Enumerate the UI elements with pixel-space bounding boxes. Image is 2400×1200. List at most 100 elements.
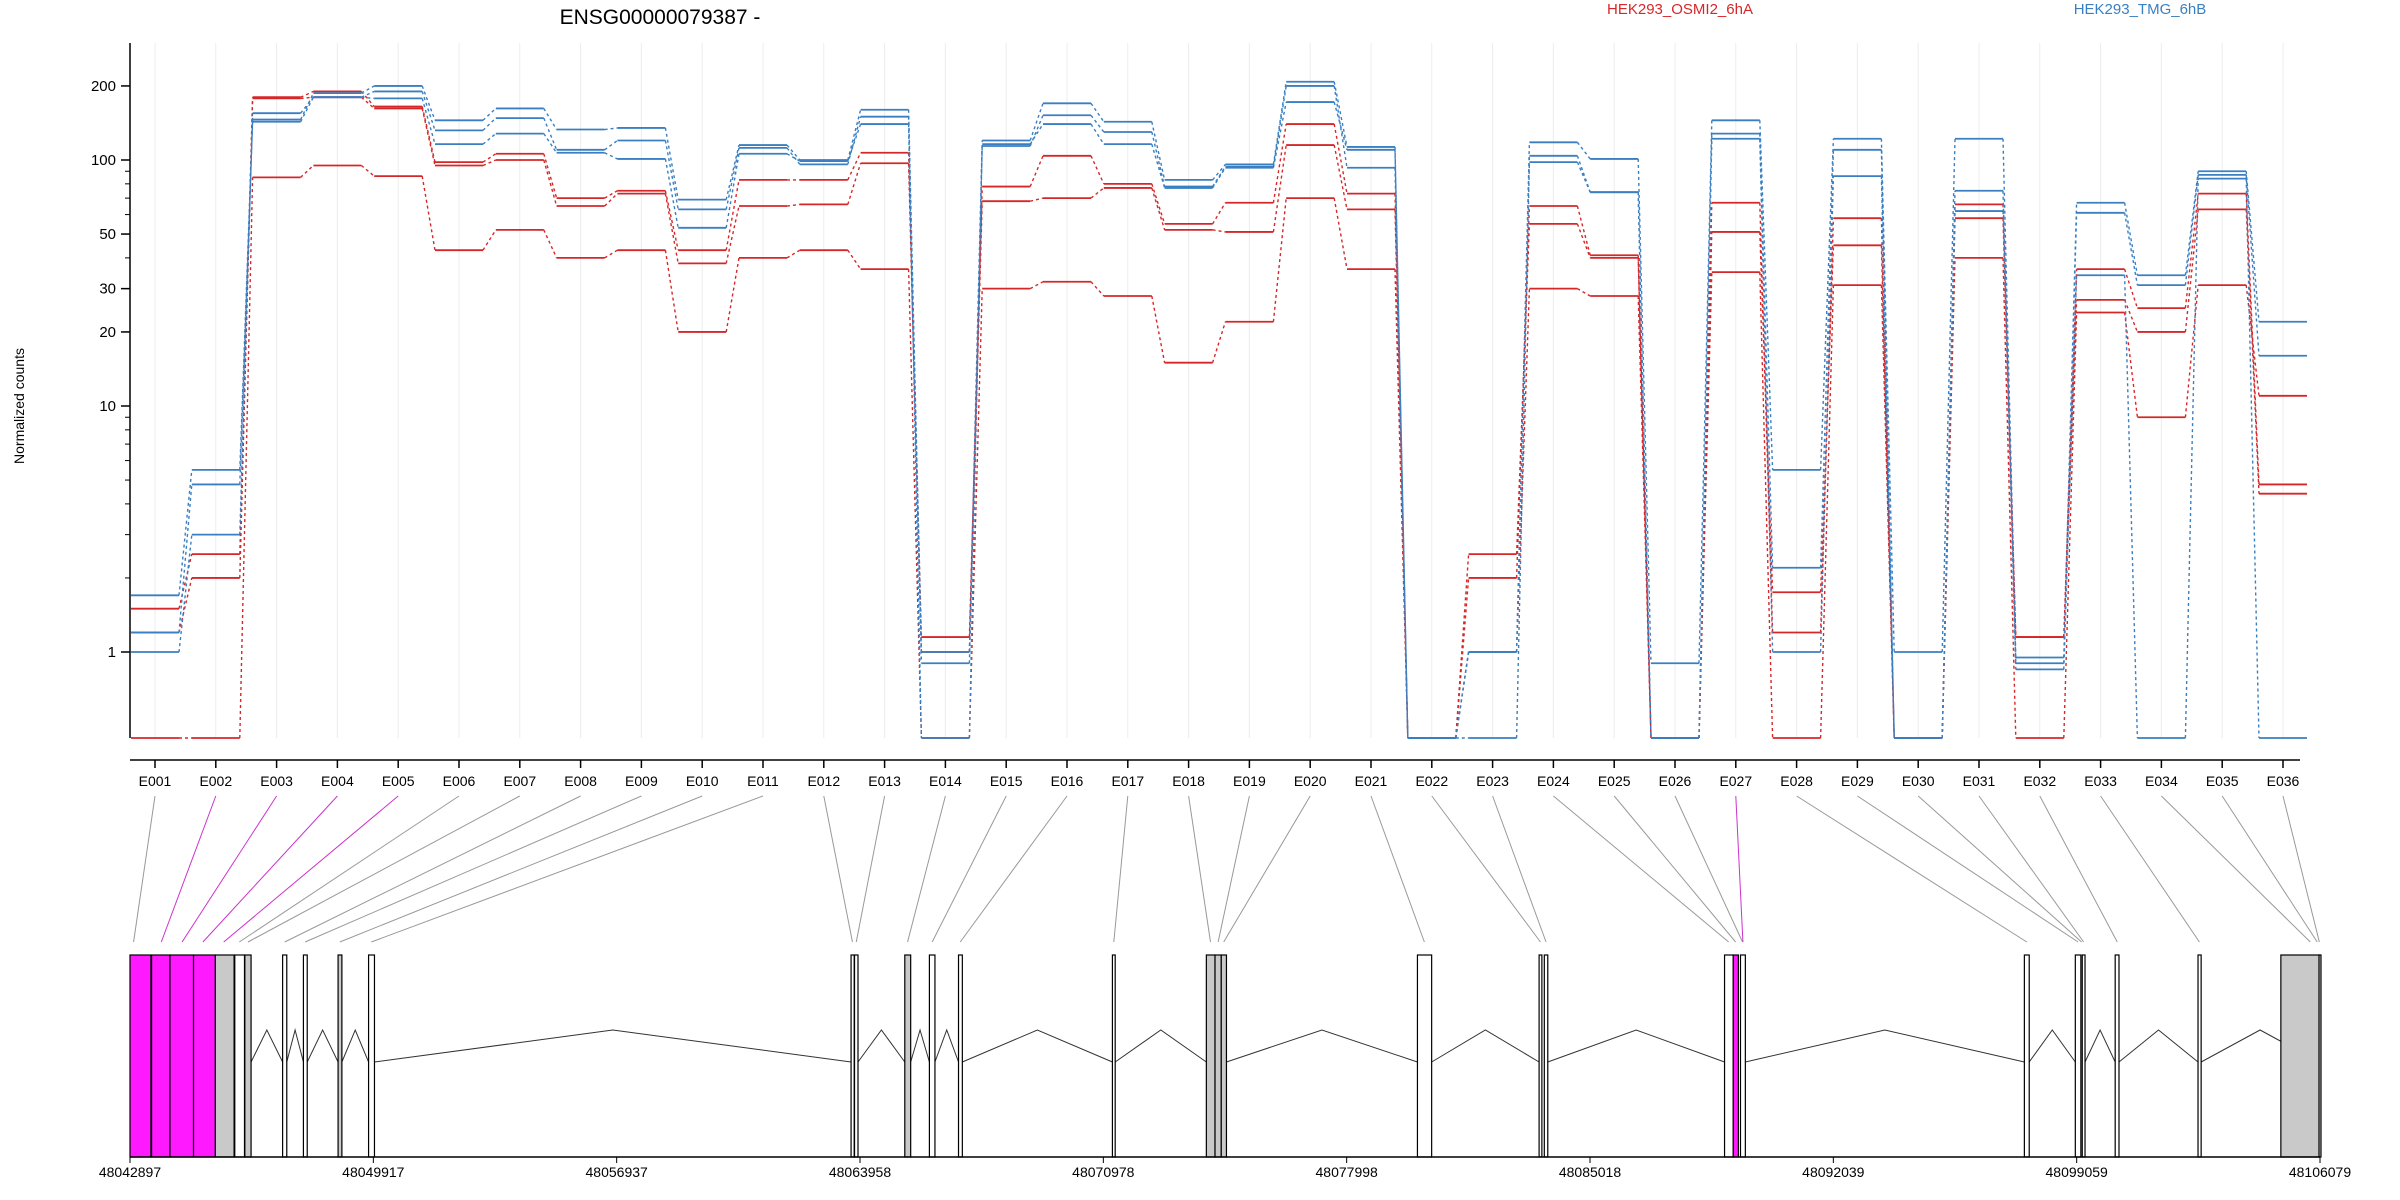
y-tick-label: 100 — [91, 152, 116, 169]
genomic-tick-label: 48049917 — [342, 1164, 405, 1180]
x-tick-label: E025 — [1598, 773, 1631, 789]
gene-model-exon — [2074, 954, 2082, 1158]
series-connector — [1272, 81, 1287, 165]
series-HEK293_OSMI2_6hA-1 — [131, 96, 2307, 739]
exon-connector-line — [1188, 795, 1212, 943]
intron-line — [857, 1029, 906, 1063]
x-tick-label: E022 — [1415, 773, 1448, 789]
x-tick-label: E012 — [807, 773, 840, 789]
intron-line — [1114, 1029, 1207, 1063]
series-connector — [1941, 190, 1956, 739]
series-connector — [847, 123, 862, 162]
exon-connectors — [133, 795, 2320, 943]
series-connector — [725, 153, 740, 228]
x-tick-label: E024 — [1537, 773, 1570, 789]
genomic-axis: 48042897 48049917 48056937 48063958 48070978… — [99, 1157, 2351, 1180]
exon-connector-line — [133, 795, 156, 943]
series-connector — [2123, 202, 2139, 276]
exon-connector-line — [855, 795, 886, 943]
series-connector — [1212, 202, 1226, 225]
intron-line — [962, 1029, 1113, 1063]
gene-model-exon — [1543, 954, 1549, 1158]
intron-line — [286, 1028, 304, 1063]
series-connector — [543, 153, 558, 199]
series-connector — [1029, 155, 1044, 187]
chart-series — [131, 80, 2307, 739]
series-connector — [2184, 174, 2199, 286]
x-tick-label: E023 — [1476, 773, 1509, 789]
series-connector — [421, 91, 436, 131]
genomic-tick-label: 48099059 — [2046, 1164, 2109, 1180]
exon-connector-line — [1796, 795, 2028, 943]
series-connector — [604, 139, 618, 151]
x-tick-label: E021 — [1355, 773, 1388, 789]
series-connector — [1455, 554, 1470, 739]
series-connector — [1515, 155, 1531, 653]
exon-connector-line — [1613, 795, 1737, 943]
series-connector — [847, 109, 862, 161]
x-tick-label: E010 — [686, 773, 719, 789]
series-connector — [299, 96, 315, 123]
series-connector — [968, 145, 983, 664]
series-connector — [1515, 223, 1531, 555]
series-connector — [2245, 178, 2260, 739]
series-HEK293_TMG_6hB-5 — [131, 96, 2307, 739]
series-connector — [2123, 212, 2139, 286]
intron-line — [250, 1028, 284, 1063]
legend-item-tmg: HEK293_TMG_6hB — [2074, 1, 2207, 18]
gene-model-exon — [1111, 954, 1116, 1158]
gene-model-exon — [1205, 954, 1216, 1158]
genomic-tick-label: 48092039 — [1802, 1164, 1865, 1180]
x-tick-label: E033 — [2084, 773, 2117, 789]
series-connector — [1029, 123, 1044, 145]
series-connector — [664, 127, 679, 200]
exon-connector-line — [2100, 795, 2200, 943]
y-tick-label: 30 — [99, 281, 116, 298]
series-connector — [1212, 167, 1226, 189]
intron-line — [934, 1028, 959, 1063]
exon-connector-line — [2282, 795, 2320, 943]
x-tick-label: E007 — [503, 773, 536, 789]
series-connector — [1759, 120, 1774, 470]
x-tick-label: E020 — [1294, 773, 1327, 789]
series-connector — [1759, 231, 1774, 593]
series-connector — [725, 205, 740, 264]
series-connector — [1698, 138, 1713, 739]
series-connector — [543, 229, 558, 259]
y-tick-label: 200 — [91, 78, 116, 95]
series-connector — [1637, 158, 1652, 664]
x-tick-label: E003 — [260, 773, 293, 789]
series-connector — [1394, 149, 1409, 739]
gene-model-exon — [2280, 954, 2321, 1158]
series-connector — [2184, 209, 2199, 333]
gene-model-exon — [1416, 954, 1433, 1158]
x-tick-label: E030 — [1902, 773, 1935, 789]
x-tick-label: E019 — [1233, 773, 1266, 789]
series-connector — [300, 96, 314, 100]
series-connector — [664, 158, 679, 228]
series-connector — [2063, 312, 2078, 739]
series-connector — [300, 164, 314, 178]
series-connector — [1272, 144, 1287, 233]
series-connector — [361, 90, 375, 98]
series-connector — [178, 469, 193, 596]
series-connector — [1576, 205, 1591, 256]
series-connector — [664, 250, 679, 333]
series-connector — [604, 249, 618, 259]
series-connector — [1576, 141, 1591, 160]
series-connector — [1029, 281, 1044, 290]
series-connector — [1819, 149, 1835, 568]
series-connector — [421, 108, 436, 166]
exon-connector-line — [339, 795, 703, 943]
exon-connector-line — [1431, 795, 1541, 943]
series-connector — [239, 177, 254, 739]
series-connector — [1333, 81, 1348, 148]
gene-model-exon — [1723, 954, 1734, 1158]
series-connector — [1880, 149, 1895, 739]
series-connector — [543, 117, 558, 151]
exon-connector-line — [1217, 795, 1250, 943]
series-connector — [543, 159, 558, 207]
exon-connector-line — [239, 795, 460, 943]
x-tick-label: E002 — [199, 773, 232, 789]
